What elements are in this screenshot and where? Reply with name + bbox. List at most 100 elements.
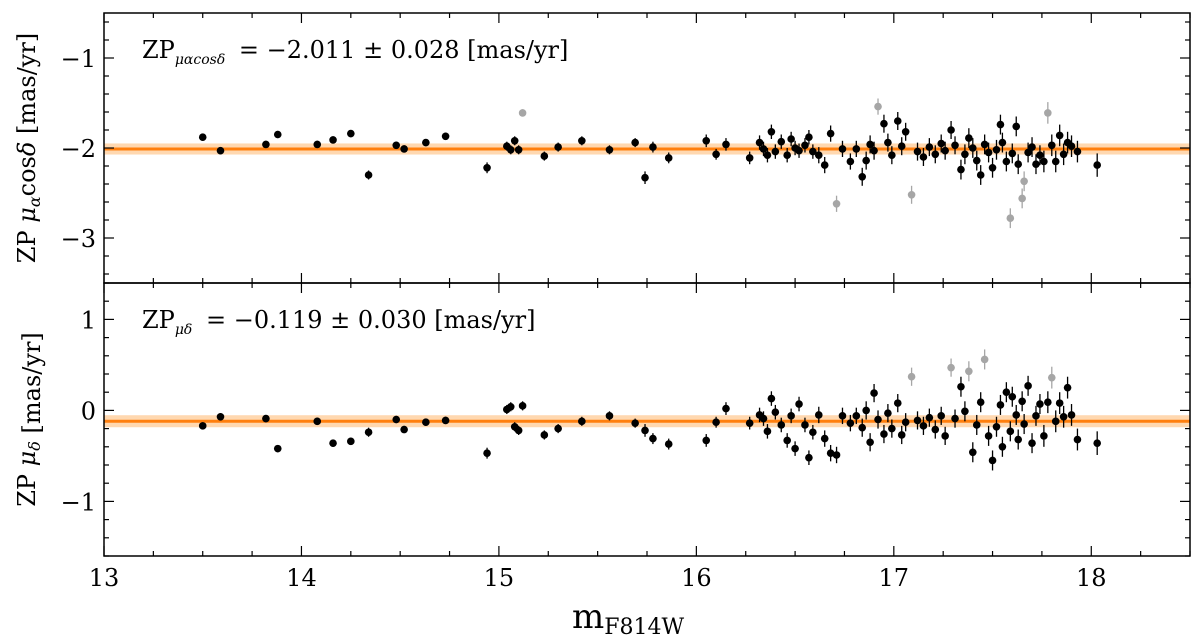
data-point (441, 416, 450, 425)
marker (1008, 392, 1017, 401)
data-point (998, 436, 1007, 457)
x-tick-label: 17 (879, 564, 910, 592)
data-point (578, 136, 586, 146)
marker (1036, 151, 1044, 159)
marker (937, 412, 946, 420)
marker (820, 161, 829, 169)
marker (605, 412, 614, 420)
marker (712, 150, 720, 159)
marker (422, 418, 430, 427)
data-point (1036, 394, 1044, 415)
marker (1018, 194, 1026, 203)
marker (919, 153, 928, 161)
marker (809, 428, 817, 437)
data-point (783, 148, 791, 163)
marker (1020, 177, 1028, 186)
data-point (862, 401, 870, 420)
data-point (1032, 405, 1040, 426)
marker (888, 424, 896, 433)
data-point (783, 433, 791, 448)
data-point (329, 439, 337, 447)
marker (745, 154, 754, 162)
y-axis-label-part: μ (13, 207, 41, 223)
marker (1067, 411, 1076, 419)
marker (992, 146, 1001, 154)
marker (702, 137, 711, 145)
y-axis-label-part: δ (13, 142, 41, 156)
marker (216, 412, 225, 421)
marker (866, 438, 874, 447)
data-point (972, 150, 981, 171)
marker (1051, 417, 1060, 426)
data-point (992, 416, 1001, 437)
data-point (838, 140, 847, 157)
data-point (931, 145, 940, 164)
data-point (1024, 375, 1032, 396)
data-point (605, 411, 614, 421)
marker (262, 414, 270, 423)
data-point (988, 157, 997, 178)
x-tick-label: 13 (89, 564, 120, 592)
marker (980, 355, 989, 364)
data-point (1020, 414, 1028, 435)
annotation-prefix: ZP (142, 36, 175, 64)
data-point (832, 446, 841, 464)
marker (961, 407, 969, 416)
data-point (1002, 151, 1011, 172)
data-point (759, 411, 768, 426)
excluded-point (1018, 188, 1026, 209)
data-point (791, 441, 799, 456)
marker (722, 404, 730, 413)
marker (951, 414, 959, 423)
marker (791, 444, 799, 453)
data-point (313, 140, 322, 149)
data-point (554, 142, 562, 152)
data-point (820, 430, 829, 447)
marker (965, 367, 973, 376)
data-point (838, 407, 847, 425)
data-point (1063, 376, 1072, 399)
data-point (759, 141, 768, 157)
marker (1028, 439, 1036, 447)
marker (783, 151, 791, 159)
data-point (913, 411, 922, 430)
data-point (745, 151, 754, 165)
data-point (664, 152, 673, 164)
y-tick-label: 1 (81, 306, 96, 334)
marker (514, 146, 523, 154)
data-point (554, 424, 562, 434)
marker (957, 382, 965, 391)
data-point (852, 407, 861, 425)
marker (893, 399, 902, 407)
data-point (1055, 392, 1064, 415)
marker (313, 140, 322, 149)
marker (961, 150, 969, 159)
y-axis-label-part: [mas/yr] (13, 33, 41, 142)
data-point (578, 416, 586, 426)
data-point (965, 128, 973, 148)
data-point (1055, 124, 1064, 147)
marker (1047, 141, 1056, 150)
excluded-point (874, 98, 882, 115)
data-point (809, 424, 817, 440)
marker (965, 134, 973, 142)
data-point (1047, 134, 1056, 157)
data-point (901, 122, 910, 141)
data-point (984, 142, 993, 163)
marker (937, 139, 946, 148)
marker (198, 133, 207, 141)
data-point (862, 151, 870, 170)
marker (1044, 109, 1052, 117)
marker (422, 138, 430, 147)
marker (787, 135, 795, 143)
annotation-prefix: ZP (142, 306, 175, 334)
marker (820, 434, 829, 443)
marker (745, 419, 754, 427)
marker (759, 414, 768, 423)
excluded-point (907, 185, 916, 204)
marker (884, 138, 892, 147)
marker (913, 147, 922, 156)
marker (801, 421, 809, 429)
marker (858, 423, 867, 432)
